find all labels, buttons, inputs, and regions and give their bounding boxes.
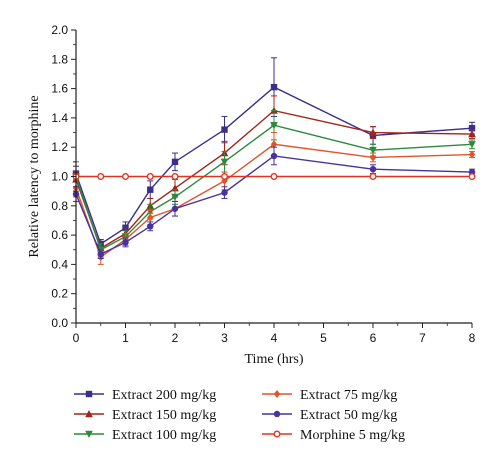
- data-point: [468, 130, 476, 138]
- legend-item-extract-100-mg-kg: Extract 100 mg/kg: [74, 428, 216, 443]
- x-tick-label: 8: [469, 331, 476, 345]
- y-tick-label: 2.0: [51, 23, 68, 37]
- x-tick-label: 7: [419, 331, 426, 345]
- data-point: [369, 153, 377, 162]
- data-point: [146, 173, 154, 180]
- data-point: [220, 158, 229, 166]
- y-tick-label: 0.8: [51, 199, 68, 213]
- x-tick-label: 2: [172, 331, 179, 345]
- data-point: [221, 189, 228, 196]
- x-tick-label: 6: [370, 331, 377, 345]
- legend-label: Morphine 5 mg/kg: [300, 428, 405, 443]
- data-point: [171, 193, 179, 202]
- legend-item-extract-200-mg-kg: Extract 200 mg/kg: [74, 388, 216, 403]
- data-point: [468, 150, 476, 159]
- y-axis-title: Relative latency to morphine: [27, 95, 42, 257]
- legend-item-extract-75-mg-kg: Extract 75 mg/kg: [262, 388, 397, 403]
- legend-item-extract-50-mg-kg: Extract 50 mg/kg: [262, 408, 397, 423]
- data-point: [270, 83, 278, 91]
- y-tick-label: 1.8: [51, 52, 68, 66]
- data-point: [468, 141, 476, 149]
- plot-area: [72, 57, 476, 265]
- y-tick-label: 1.4: [51, 111, 68, 125]
- legend-marker: [85, 390, 93, 398]
- legend-label: Extract 50 mg/kg: [300, 408, 397, 423]
- y-tick-label: 1.0: [51, 170, 68, 184]
- series-morphine-5-mg-kg: [72, 173, 476, 180]
- x-tick-label: 3: [221, 331, 228, 345]
- legend-label: Extract 75 mg/kg: [300, 388, 397, 403]
- legend-label: Extract 100 mg/kg: [112, 428, 216, 443]
- legend-label: Extract 150 mg/kg: [112, 408, 216, 423]
- data-point: [369, 165, 377, 173]
- data-point: [171, 173, 179, 180]
- data-point: [147, 213, 154, 222]
- y-tick-label: 1.2: [51, 140, 68, 154]
- legend-item-morphine-5-mg-kg: Morphine 5 mg/kg: [262, 428, 405, 443]
- data-point: [122, 173, 129, 180]
- data-point: [221, 126, 228, 133]
- series-extract-50-mg-kg: [72, 146, 476, 260]
- axes: 0.0 0.2 0.4 0.6 0.8 1.0 1.2 1.4 1.6 1.8 2.0 0 1 2 3 4 5 6…: [27, 23, 476, 367]
- legend-item-extract-150-mg-kg: Extract 150 mg/kg: [74, 408, 216, 423]
- data-point: [147, 223, 154, 230]
- data-point: [468, 173, 476, 180]
- y-tick-label: 0.6: [51, 228, 68, 242]
- data-point: [369, 146, 377, 155]
- data-point: [97, 173, 105, 180]
- legend-marker: [273, 410, 281, 418]
- legend-marker: [85, 410, 93, 418]
- legend-marker: [273, 430, 281, 438]
- data-point: [369, 128, 377, 136]
- data-point: [122, 239, 129, 246]
- legend-marker: [85, 430, 93, 438]
- y-tick-label: 0.2: [51, 287, 68, 301]
- data-point: [147, 186, 154, 193]
- data-point: [221, 173, 228, 180]
- data-point: [221, 176, 228, 185]
- legend-label: Extract 200 mg/kg: [112, 388, 216, 403]
- series-line: [75, 155, 473, 256]
- data-point: [171, 158, 179, 166]
- data-point: [97, 250, 104, 258]
- legend: Extract 200 mg/kg Extract 150 mg/kg Extrac…: [74, 388, 405, 443]
- y-tick-label: 0.4: [51, 257, 68, 271]
- y-tick-label: 0.0: [51, 316, 68, 330]
- x-tick-label: 4: [271, 331, 278, 345]
- data-point: [270, 173, 278, 180]
- x-tick-label: 1: [122, 331, 129, 345]
- data-point: [270, 140, 278, 149]
- data-point: [369, 173, 377, 180]
- x-axis-title: Time (hrs): [245, 352, 304, 367]
- legend-marker: [273, 390, 281, 398]
- data-point: [171, 205, 179, 212]
- data-point: [468, 124, 476, 132]
- y-tick-label: 1.6: [51, 82, 68, 96]
- x-tick-label: 0: [73, 331, 80, 345]
- data-point: [270, 152, 278, 160]
- data-point: [270, 122, 278, 130]
- x-tick-label: 5: [320, 331, 327, 345]
